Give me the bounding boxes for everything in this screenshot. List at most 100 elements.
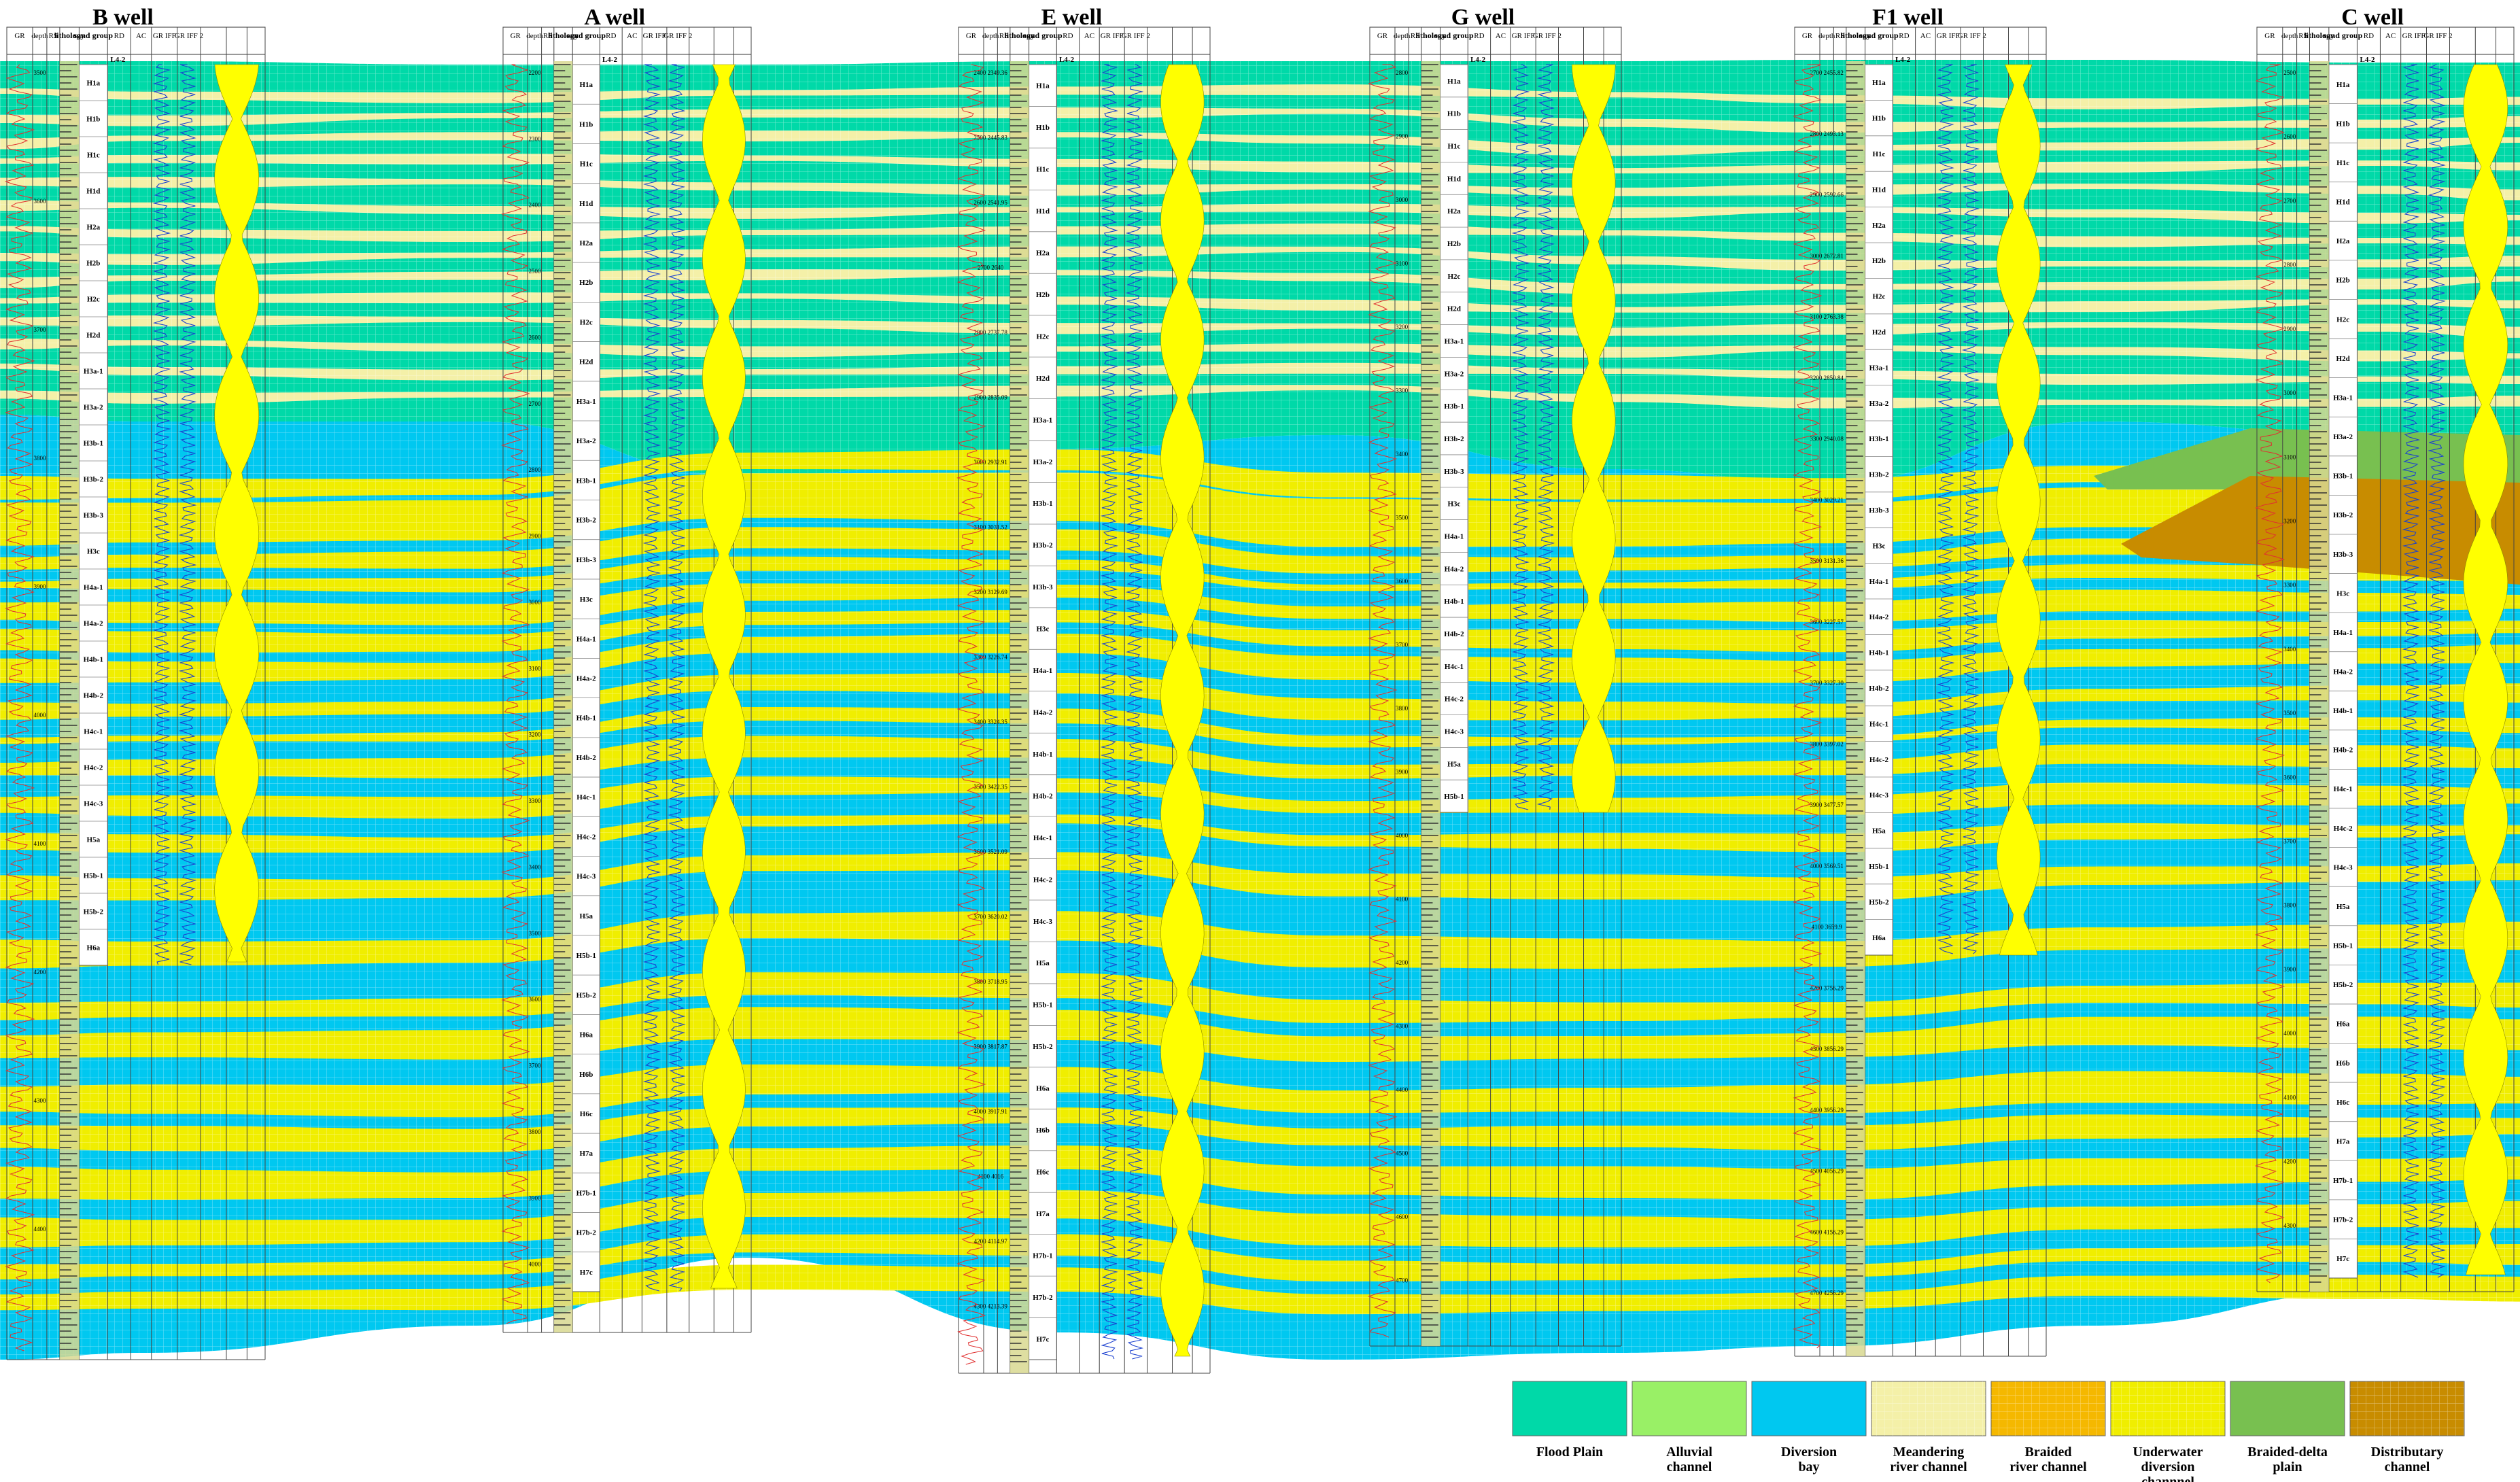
resistivity-curve: [2402, 64, 2421, 1278]
depth-label: 3600: [2283, 774, 2296, 780]
legend-swatch-alluvial: [1632, 1381, 1747, 1436]
sand-zone-label: H5a: [87, 836, 101, 844]
sand-zone-label: H6a: [579, 1031, 593, 1039]
sand-zone-label: H3a-1: [1445, 338, 1464, 346]
sand-zone-label: H4a-1: [1445, 532, 1464, 540]
depth-label: 3100: [1396, 260, 1409, 267]
legend-swatch-texture: [1991, 1381, 2105, 1436]
depth-label: 4600 4156.29: [1810, 1228, 1844, 1235]
depth-label: 2500: [529, 268, 542, 275]
sand-zone-label: H4c-1: [2334, 785, 2353, 793]
header-grif: GR IFF: [153, 32, 176, 40]
sand-zone-label: H3a-2: [1869, 400, 1889, 408]
depth-label: 4400: [1396, 1086, 1409, 1093]
sand-zone-label: H3c: [1447, 500, 1460, 509]
depth-label: 3800: [1396, 705, 1409, 712]
header-gr: GR: [1377, 32, 1388, 40]
header-grif2: GR IFF 2: [1958, 32, 1986, 40]
legend-swatch-flood_plain: [1512, 1381, 1627, 1436]
sand-zone-label: H2a: [1447, 207, 1461, 216]
header-grif2: GR IFF 2: [1122, 32, 1150, 40]
sand-zone-label: H6b: [2336, 1059, 2350, 1067]
sand-zone-label: H2b: [1447, 240, 1461, 248]
sand-zone-label: H3c: [2336, 589, 2349, 598]
sand-zone-label: H2d: [1036, 375, 1050, 383]
top-zone-label: L4-2: [110, 56, 126, 64]
sand-zone-label: H3c: [87, 548, 100, 556]
sand-zone-label: H1a: [1447, 77, 1461, 86]
depth-label: 4200 4114.97: [974, 1238, 1008, 1245]
depth-label: 3200 3129.69: [973, 589, 1007, 596]
top-zone-label: L4-2: [1895, 56, 1911, 64]
header-grif2: GR IFF 2: [2423, 32, 2452, 40]
sand-zone-label: H4c-1: [1869, 720, 1888, 728]
header-sand_group: sand group: [2324, 31, 2363, 40]
sand-zone-label: H2c: [1447, 273, 1460, 281]
sand-group-column: [2328, 64, 2358, 1279]
sand-zone-label: H3a-1: [2333, 394, 2353, 402]
depth-label: 4100 3659.9: [1812, 924, 1843, 931]
header-grif: GR IFF: [1937, 32, 1960, 40]
header-rd: RD: [114, 32, 124, 40]
depth-label: 3800 3397.02: [1810, 740, 1844, 747]
sand-zone-label: H2c: [2336, 315, 2349, 324]
gr-curve: [2254, 64, 2285, 1283]
depth-label: 3300 2940.08: [1810, 436, 1844, 443]
resistivity-curve: [1961, 64, 1980, 954]
sand-zone-label: H4b-2: [1869, 685, 1889, 693]
sand-zone-label: H4a-2: [2333, 668, 2353, 676]
header-rs: RS: [1411, 32, 1419, 40]
depth-label: 2300: [529, 135, 542, 142]
sand-zone-label: H4c-3: [1445, 727, 1464, 736]
legend-label: Flood Plain: [1536, 1445, 1603, 1460]
header-lithology: lithology: [54, 31, 85, 40]
depth-label: 4000 3917.91: [973, 1108, 1007, 1115]
sand-zone-label: H5b-2: [576, 991, 597, 999]
sand-zone-label: H3b-1: [1869, 435, 1888, 443]
sand-zone-label: H3b-2: [576, 517, 597, 525]
sand-zone-label: H4c-1: [576, 793, 596, 802]
legend-label: Underwater: [2133, 1445, 2203, 1460]
depth-label: 4700: [1396, 1277, 1409, 1284]
depth-label: 3900: [529, 1194, 542, 1201]
sand-zone-label: H3b-3: [1033, 583, 1053, 591]
sand-zone-label: H4b-1: [1444, 598, 1464, 606]
sand-zone-label: H3b-3: [1869, 506, 1889, 515]
sand-zone-label: H4b-1: [576, 714, 596, 723]
sand-zone-label: H2c: [580, 318, 593, 326]
depth-label: 2500 2445.83: [973, 135, 1007, 141]
sand-zone-label: H2d: [86, 332, 100, 340]
legend-label: Braided-delta: [2247, 1445, 2328, 1460]
gr-curve: [501, 64, 530, 1324]
sand-zone-label: H3c: [1872, 542, 1885, 550]
sand-zone-label: H2a: [1036, 249, 1050, 258]
top-zone-label: L4-2: [1470, 56, 1486, 64]
sand-zone-label: H2c: [1036, 332, 1049, 341]
depth-label: 3300 3226.74: [973, 654, 1007, 661]
sand-zone-label: H4b-1: [2333, 707, 2353, 715]
depth-label: 3200: [529, 731, 542, 738]
sand-zone-label: H4a-2: [1445, 565, 1464, 573]
header-depth: depth: [1818, 32, 1835, 40]
depth-label: 3100 2763.38: [1810, 313, 1844, 320]
sand-zone-label: H2b: [2336, 277, 2350, 285]
depth-label: 4200: [2283, 1158, 2296, 1165]
depth-label: 3000 2672.81: [1810, 252, 1844, 259]
depth-label: 2700: [2283, 197, 2296, 204]
depth-label: 2600: [2283, 133, 2296, 140]
sand-zone-label: H7b-2: [1033, 1294, 1053, 1302]
sand-zone-label: H3b-2: [2333, 511, 2353, 519]
depth-label: 4600: [1396, 1213, 1409, 1220]
sand-zone-label: H4b-1: [84, 656, 103, 664]
well-title: A well: [584, 5, 645, 30]
depth-label: 3800: [2283, 902, 2296, 909]
header-rs: RS: [1835, 32, 1844, 40]
header-ac: AC: [1920, 32, 1931, 40]
header-grif: GR IFF: [1512, 32, 1535, 40]
sand-zone-label: H4a-1: [1033, 667, 1053, 675]
depth-label: 4500 4056.29: [1810, 1168, 1844, 1175]
depth-label: 4400 3956.29: [1810, 1107, 1844, 1114]
